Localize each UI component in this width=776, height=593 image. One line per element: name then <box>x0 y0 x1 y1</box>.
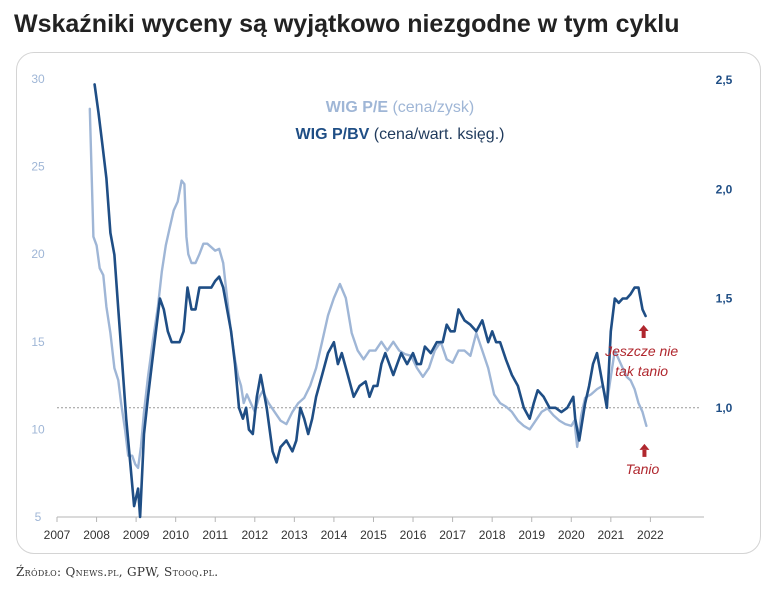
annotation-arrow-expensive-shaft <box>641 330 646 338</box>
x-tick-label: 2007 <box>44 528 71 542</box>
legend-series-desc: (cena/wart. księg.) <box>374 126 505 143</box>
x-tick-label: 2014 <box>321 528 348 542</box>
chart-panel <box>16 52 761 554</box>
left-tick-label: 15 <box>31 335 45 349</box>
legend-series-name: WIG P/BV <box>296 126 374 143</box>
x-tick-label: 2009 <box>123 528 150 542</box>
left-tick-label: 5 <box>35 510 42 524</box>
annotation-arrow-cheap-head <box>639 443 650 450</box>
left-tick-label: 10 <box>31 422 45 436</box>
left-tick-label: 20 <box>31 247 45 261</box>
annotation-label-expensive: tak tanio <box>615 363 668 379</box>
right-tick-label: 1,5 <box>716 292 733 306</box>
annotation-arrow-expensive-head <box>638 324 649 331</box>
x-tick-label: 2010 <box>162 528 189 542</box>
x-tick-label: 2020 <box>558 528 585 542</box>
left-tick-label: 25 <box>31 160 45 174</box>
left-tick-label: 30 <box>31 72 45 86</box>
x-tick-label: 2013 <box>281 528 308 542</box>
annotation-label-cheap: Tanio <box>626 461 660 477</box>
legend-entry-pe: WIG P/E (cena/zysk) <box>326 99 474 116</box>
x-tick-label: 2019 <box>518 528 545 542</box>
x-tick-label: 2018 <box>479 528 506 542</box>
chart-title: Wskaźniki wyceny są wyjątkowo niezgodne … <box>14 10 680 38</box>
series-line-pbv <box>93 83 647 519</box>
x-tick-label: 2012 <box>241 528 268 542</box>
legend-series-desc: (cena/zysk) <box>392 99 474 116</box>
series-line-pe <box>88 107 648 470</box>
legend-series-name: WIG P/E <box>326 99 393 116</box>
x-tick-label: 2011 <box>202 528 228 542</box>
right-tick-label: 1,0 <box>716 401 733 415</box>
right-tick-label: 2,5 <box>716 73 733 87</box>
x-tick-label: 2022 <box>637 528 664 542</box>
x-tick-label: 2021 <box>597 528 624 542</box>
legend-entry-pbv: WIG P/BV (cena/wart. księg.) <box>296 126 505 143</box>
annotation-arrow-cheap-shaft <box>642 449 647 457</box>
source-note: Źródło: Qnews.pl, GPW, Stooq.pl. <box>16 565 219 579</box>
x-tick-label: 2016 <box>400 528 427 542</box>
x-tick-label: 2015 <box>360 528 387 542</box>
right-tick-label: 2,0 <box>716 182 733 196</box>
x-tick-label: 2017 <box>439 528 466 542</box>
x-tick-label: 2008 <box>83 528 110 542</box>
annotation-label-expensive: Jeszcze nie <box>604 343 678 359</box>
